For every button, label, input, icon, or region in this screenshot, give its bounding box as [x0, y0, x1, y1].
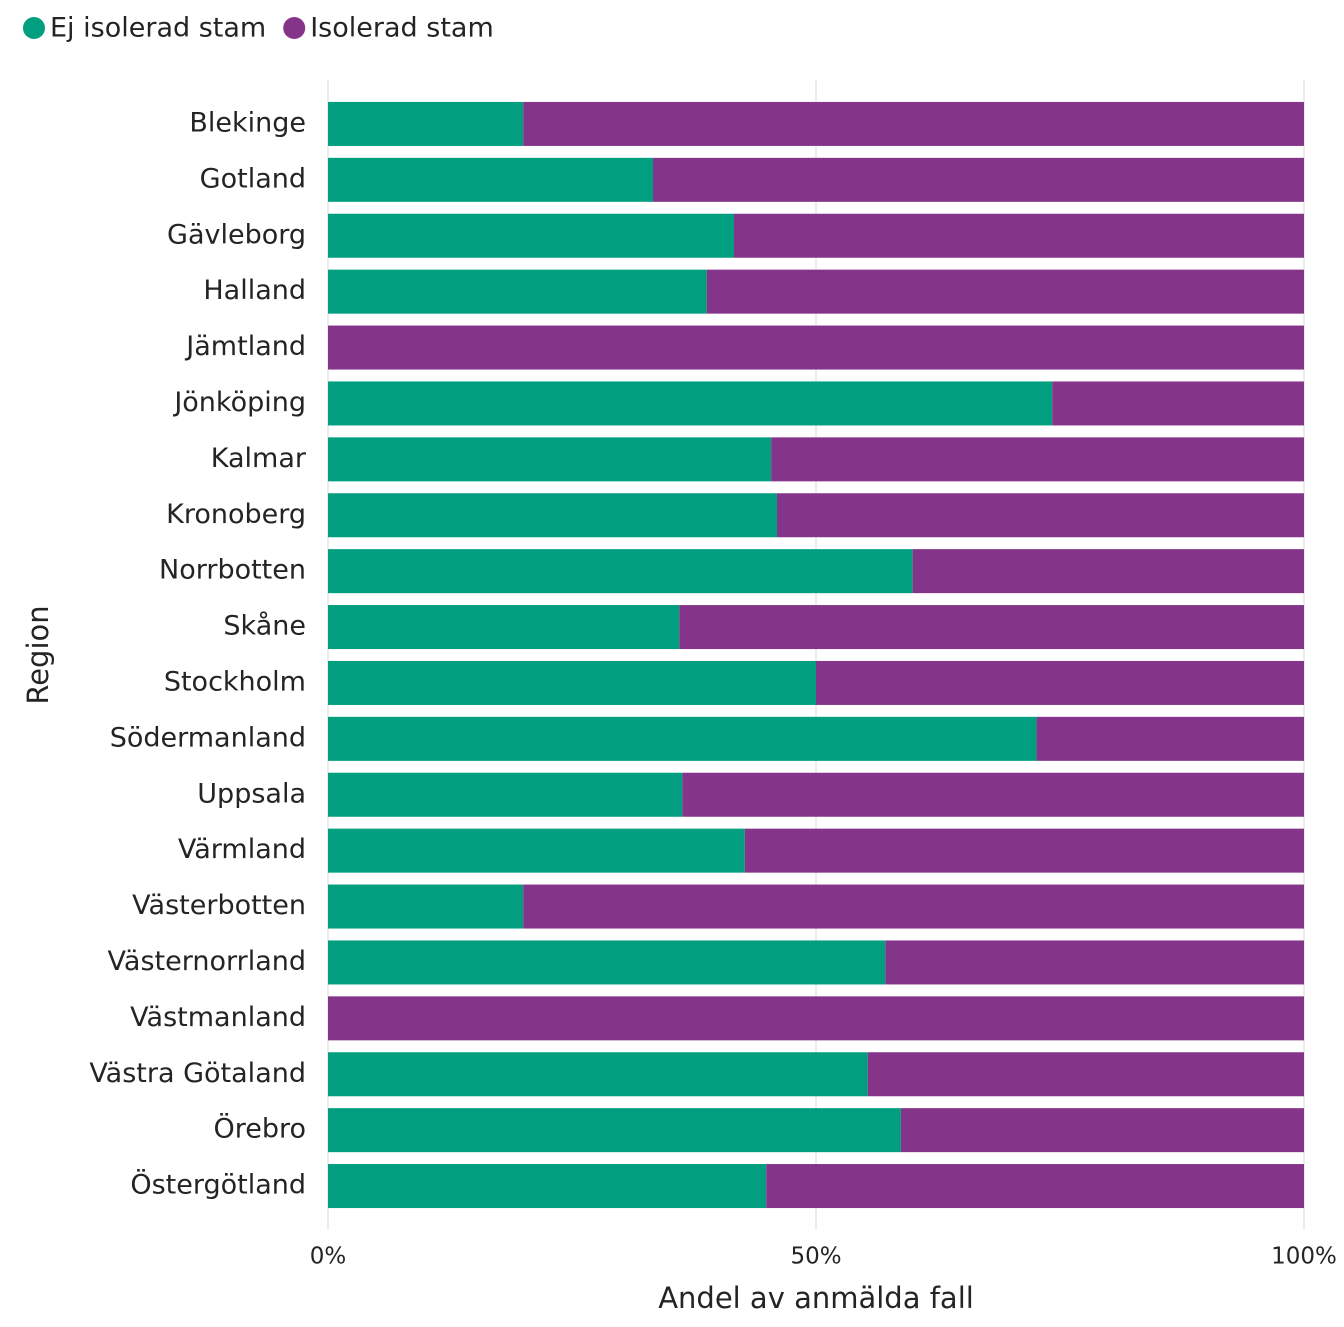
- bar-segment: [328, 772, 683, 817]
- bar-segment: [867, 1052, 1304, 1097]
- bar-segment: [776, 493, 1304, 538]
- bar-segment: [328, 716, 1037, 761]
- y-tick-label: Västerbotten: [132, 890, 306, 921]
- bar-segment: [328, 884, 524, 929]
- bar-segment: [900, 1108, 1304, 1153]
- y-tick-label: Jämtland: [184, 331, 306, 362]
- bar-segment: [885, 940, 1304, 985]
- y-tick-label: Västra Götaland: [89, 1058, 306, 1089]
- legend-label: Ej isolerad stam: [50, 13, 266, 44]
- y-tick-label: Värmland: [178, 834, 306, 865]
- bar-segment: [328, 269, 707, 314]
- bar-segment: [328, 381, 1053, 426]
- bar-segment: [744, 828, 1304, 873]
- y-tick-label: Skåne: [223, 611, 306, 642]
- bar-segment: [328, 325, 1304, 370]
- y-tick-label: Kalmar: [211, 443, 307, 474]
- bar-segment: [523, 101, 1304, 146]
- bar-segment: [734, 213, 1304, 258]
- y-axis-title: Region: [21, 605, 55, 704]
- y-tick-label: Uppsala: [197, 778, 306, 809]
- y-tick-label: Östergötland: [130, 1169, 306, 1201]
- y-tick-label: Västernorrland: [108, 946, 306, 977]
- bar-segment: [328, 1164, 767, 1209]
- bar-segment: [328, 940, 886, 985]
- y-tick-label: Örebro: [213, 1113, 306, 1145]
- bar-segment: [328, 1108, 901, 1153]
- y-tick-label: Norrbotten: [159, 555, 306, 586]
- x-tick-label: 0%: [310, 1244, 347, 1270]
- bar-segment: [706, 269, 1304, 314]
- y-tick-label: Gotland: [200, 163, 306, 194]
- bar-segment: [328, 213, 735, 258]
- x-tick-label: 50%: [790, 1244, 841, 1270]
- x-axis-title: Andel av anmälda fall: [658, 1281, 974, 1315]
- bar-segment: [328, 493, 777, 538]
- legend-marker: [283, 17, 306, 39]
- bar-segment: [328, 157, 654, 202]
- y-tick-label: Halland: [203, 275, 306, 306]
- bar-segment: [682, 772, 1304, 817]
- y-tick-label: Gävleborg: [167, 219, 306, 250]
- y-tick-label: Västmanland: [130, 1002, 306, 1033]
- bar-segment: [328, 101, 524, 146]
- legend-label: Isolerad stam: [310, 13, 494, 44]
- bar-segment: [1052, 381, 1304, 426]
- bar-segment: [816, 660, 1304, 705]
- bar-segment: [328, 549, 913, 594]
- bar-segment: [328, 1052, 868, 1097]
- bar-segment: [653, 157, 1304, 202]
- bar-segment: [1036, 716, 1304, 761]
- bar-segment: [679, 605, 1304, 650]
- bar-segment: [328, 996, 1304, 1041]
- x-tick-label: 100%: [1271, 1244, 1337, 1270]
- bar-segment: [523, 884, 1304, 929]
- bar-segment: [771, 437, 1304, 482]
- bar-segment: [766, 1164, 1304, 1209]
- legend-marker: [23, 17, 45, 39]
- bar-segment: [912, 549, 1304, 594]
- y-tick-label: Jönköping: [172, 387, 306, 418]
- bar-segment: [328, 437, 772, 482]
- y-tick-label: Kronoberg: [166, 499, 306, 530]
- bar-segment: [328, 828, 745, 873]
- y-tick-label: Stockholm: [164, 666, 306, 697]
- y-tick-label: Blekinge: [189, 107, 306, 138]
- y-tick-label: Södermanland: [110, 722, 306, 753]
- bar-segment: [328, 605, 680, 650]
- bar-segment: [328, 660, 816, 705]
